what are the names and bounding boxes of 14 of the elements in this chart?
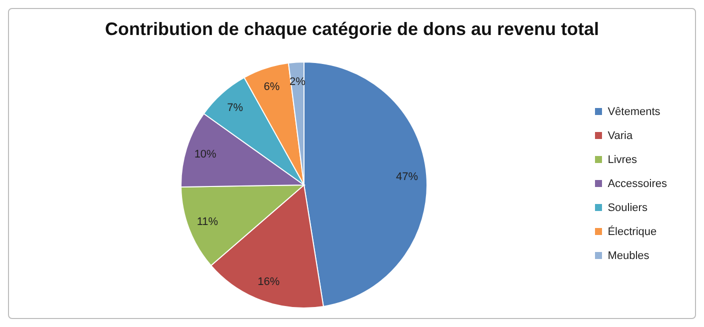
chart-title: Contribution de chaque catégorie de dons au revenu total bbox=[104, 18, 600, 41]
legend-label: Électrique bbox=[608, 226, 657, 238]
legend-label: Meubles bbox=[608, 250, 650, 262]
legend-label: Souliers bbox=[608, 202, 648, 214]
data-label: 11% bbox=[196, 216, 218, 228]
legend-label: Varia bbox=[608, 130, 633, 142]
legend-label: Accessoires bbox=[608, 178, 667, 190]
data-label: 47% bbox=[396, 170, 418, 183]
legend-label: Livres bbox=[608, 154, 638, 166]
data-label: 16% bbox=[258, 276, 280, 288]
data-label: 7% bbox=[227, 102, 244, 114]
data-label: 10% bbox=[194, 148, 217, 160]
data-label: 6% bbox=[264, 80, 280, 93]
legend-label: Vêtements bbox=[608, 106, 660, 118]
